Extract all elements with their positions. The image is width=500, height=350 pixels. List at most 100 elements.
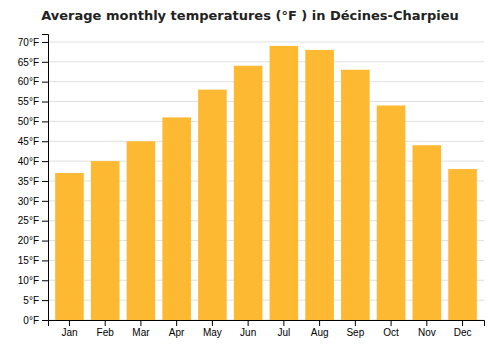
y-tick: 45°F xyxy=(18,136,48,147)
x-tick-label: Jan xyxy=(61,327,77,338)
x-tick-mark xyxy=(391,320,392,326)
y-tick: 40°F xyxy=(18,156,48,167)
bar xyxy=(234,66,263,320)
x-tick: Dec xyxy=(454,320,472,338)
y-tick: 15°F xyxy=(18,255,48,266)
y-tick-label: 65°F xyxy=(18,57,39,68)
x-tick: May xyxy=(203,320,222,338)
y-tick-mark xyxy=(42,300,48,301)
y-tick: 50°F xyxy=(18,116,48,127)
grid-line xyxy=(48,81,484,82)
x-tick: Apr xyxy=(169,320,185,338)
y-tick: 70°F xyxy=(18,37,48,48)
bar xyxy=(91,161,120,320)
y-tick-label: 55°F xyxy=(18,96,39,107)
x-tick-label: Aug xyxy=(311,327,329,338)
grid-line xyxy=(48,41,484,42)
y-tick-mark xyxy=(42,62,48,63)
grid-line xyxy=(48,141,484,142)
y-tick-mark xyxy=(42,260,48,261)
x-tick-mark xyxy=(248,320,249,326)
grid-line xyxy=(48,121,484,122)
y-tick: 35°F xyxy=(18,176,48,187)
x-tick-mark xyxy=(283,320,284,326)
chart: 0°F 5°F 10°F 15°F 20°F 25°F 30°F 35°F 40°F 45°F 50… xyxy=(0,0,500,350)
y-tick: 0°F xyxy=(23,315,48,326)
x-tick: Oct xyxy=(383,320,399,338)
y-tick: 55°F xyxy=(18,96,48,107)
x-tick-label: Mar xyxy=(132,327,150,338)
x-axis-line xyxy=(49,321,485,327)
y-tick-label: 5°F xyxy=(23,295,39,306)
y-tick: 65°F xyxy=(18,57,48,68)
x-tick-mark xyxy=(176,320,177,326)
x-tick-mark xyxy=(355,320,356,326)
x-tick: Jul xyxy=(277,320,290,338)
bar xyxy=(341,70,370,320)
y-tick-mark xyxy=(42,102,48,103)
y-tick-mark xyxy=(42,121,48,122)
x-tick-label: Oct xyxy=(383,327,399,338)
y-tick-label: 70°F xyxy=(18,37,39,48)
plot: 0°F 5°F 10°F 15°F 20°F 25°F 30°F 35°F 40°F 45°F 50… xyxy=(18,35,485,339)
x-tick-label: Jun xyxy=(240,327,256,338)
y-tick-mark xyxy=(42,280,48,281)
y-tick-label: 10°F xyxy=(18,275,39,286)
x-tick: Feb xyxy=(97,320,115,338)
y-tick-mark xyxy=(42,42,48,43)
y-tick-label: 30°F xyxy=(18,196,39,207)
x-tick: Sep xyxy=(346,320,364,338)
y-tick: 60°F xyxy=(18,76,48,87)
grid xyxy=(48,42,484,320)
y-tick-label: 35°F xyxy=(18,176,39,187)
bar xyxy=(127,141,156,320)
x-tick-label: Feb xyxy=(97,327,115,338)
x-tick-mark xyxy=(426,320,427,326)
x-tick-mark xyxy=(462,320,463,326)
y-tick-label: 20°F xyxy=(18,235,39,246)
x-tick-label: May xyxy=(203,327,222,338)
y-tick-label: 60°F xyxy=(18,76,39,87)
bar xyxy=(448,169,477,320)
bar xyxy=(305,50,334,320)
x-tick-mark xyxy=(140,320,141,326)
y-tick-label: 15°F xyxy=(18,255,39,266)
x-tick-mark xyxy=(212,320,213,326)
x-tick: Jan xyxy=(61,320,77,338)
x-tick-mark xyxy=(105,320,106,326)
y-tick: 10°F xyxy=(18,275,48,286)
y-tick: 20°F xyxy=(18,235,48,246)
x-tick-label: Jul xyxy=(277,327,290,338)
bar xyxy=(413,145,442,320)
y-tick-mark xyxy=(42,221,48,222)
grid-line xyxy=(48,61,484,62)
x-tick-label: Dec xyxy=(454,327,472,338)
bars xyxy=(55,46,477,320)
y-tick: 25°F xyxy=(18,215,48,226)
grid-line xyxy=(48,101,484,102)
y-tick-label: 50°F xyxy=(18,116,39,127)
y-axis-line xyxy=(42,35,49,321)
y-tick-mark xyxy=(42,82,48,83)
y-tick-label: 45°F xyxy=(18,136,39,147)
x-axis: Jan Feb Mar Apr May Jun Jul Aug Sep Oct Nov Dec xyxy=(49,320,485,338)
x-tick: Jun xyxy=(240,320,256,338)
x-tick: Aug xyxy=(311,320,329,338)
y-tick-label: 25°F xyxy=(18,215,39,226)
bar xyxy=(55,173,84,320)
y-tick-mark xyxy=(42,181,48,182)
bar xyxy=(198,90,227,320)
y-axis: 0°F 5°F 10°F 15°F 20°F 25°F 30°F 35°F 40°F 45°F 50… xyxy=(18,35,49,326)
y-tick-mark xyxy=(42,241,48,242)
x-tick-label: Nov xyxy=(418,327,436,338)
x-tick-mark xyxy=(69,320,70,326)
y-tick-mark xyxy=(42,161,48,162)
y-tick-mark xyxy=(42,320,48,321)
title: Average monthly temperatures (°F ) in Dé… xyxy=(41,8,459,23)
x-tick: Mar xyxy=(132,320,150,338)
bar xyxy=(270,46,299,320)
y-tick: 30°F xyxy=(18,196,48,207)
y-tick-label: 0°F xyxy=(23,315,39,326)
x-tick-mark xyxy=(319,320,320,326)
bar xyxy=(162,117,191,320)
